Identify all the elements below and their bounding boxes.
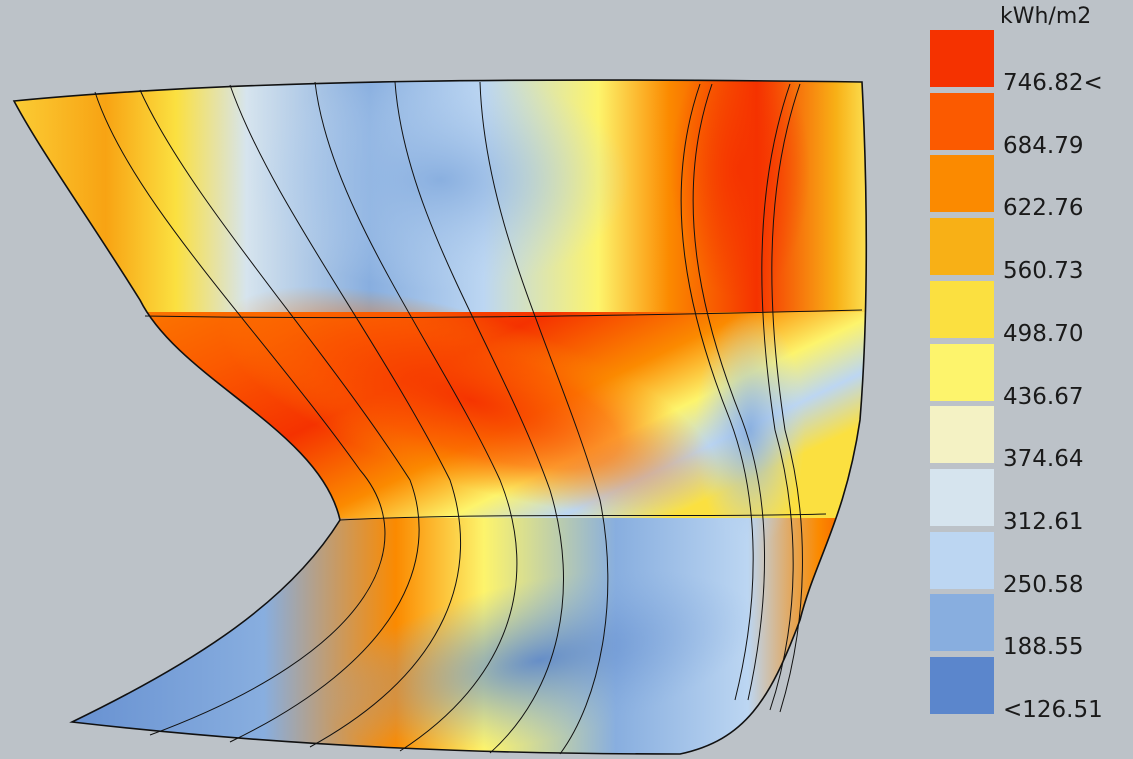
legend-label: 746.82< (1003, 70, 1103, 96)
legend-unit: kWh/m2 (1000, 4, 1092, 29)
legend-swatch (930, 92, 994, 150)
legend-swatch (930, 218, 994, 276)
surface-color-map (14, 79, 867, 754)
surface-isocurves (12, 79, 868, 755)
legend-swatch (930, 343, 994, 401)
legend-swatch (930, 155, 994, 213)
legend-label: 498.70 (1003, 320, 1084, 347)
legend-label: 312.61 (1003, 508, 1084, 535)
legend-swatch (930, 531, 994, 589)
legend-label: 436.67 (1003, 383, 1084, 410)
legend-swatch (930, 594, 994, 652)
legend-label: 250.58 (1003, 571, 1084, 598)
legend-label: 374.64 (1003, 446, 1084, 473)
legend-swatch (930, 280, 994, 338)
legend-label: 622.76 (1003, 195, 1084, 222)
legend-label: 684.79 (1003, 132, 1084, 159)
legend-swatch (930, 468, 994, 526)
legend-label: 188.55 (1003, 634, 1084, 661)
legend-swatch (930, 657, 994, 714)
legend-swatch (930, 406, 994, 464)
legend-label: <126.51 (1003, 697, 1103, 723)
legend-label: 560.73 (1003, 258, 1084, 285)
legend-swatch (930, 30, 994, 87)
